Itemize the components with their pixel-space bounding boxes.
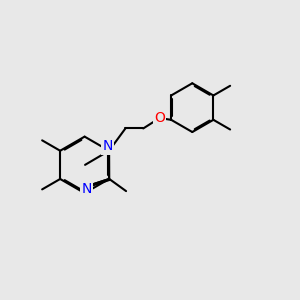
Text: O: O	[154, 111, 165, 125]
Text: N: N	[82, 182, 92, 196]
Text: N: N	[102, 139, 113, 153]
